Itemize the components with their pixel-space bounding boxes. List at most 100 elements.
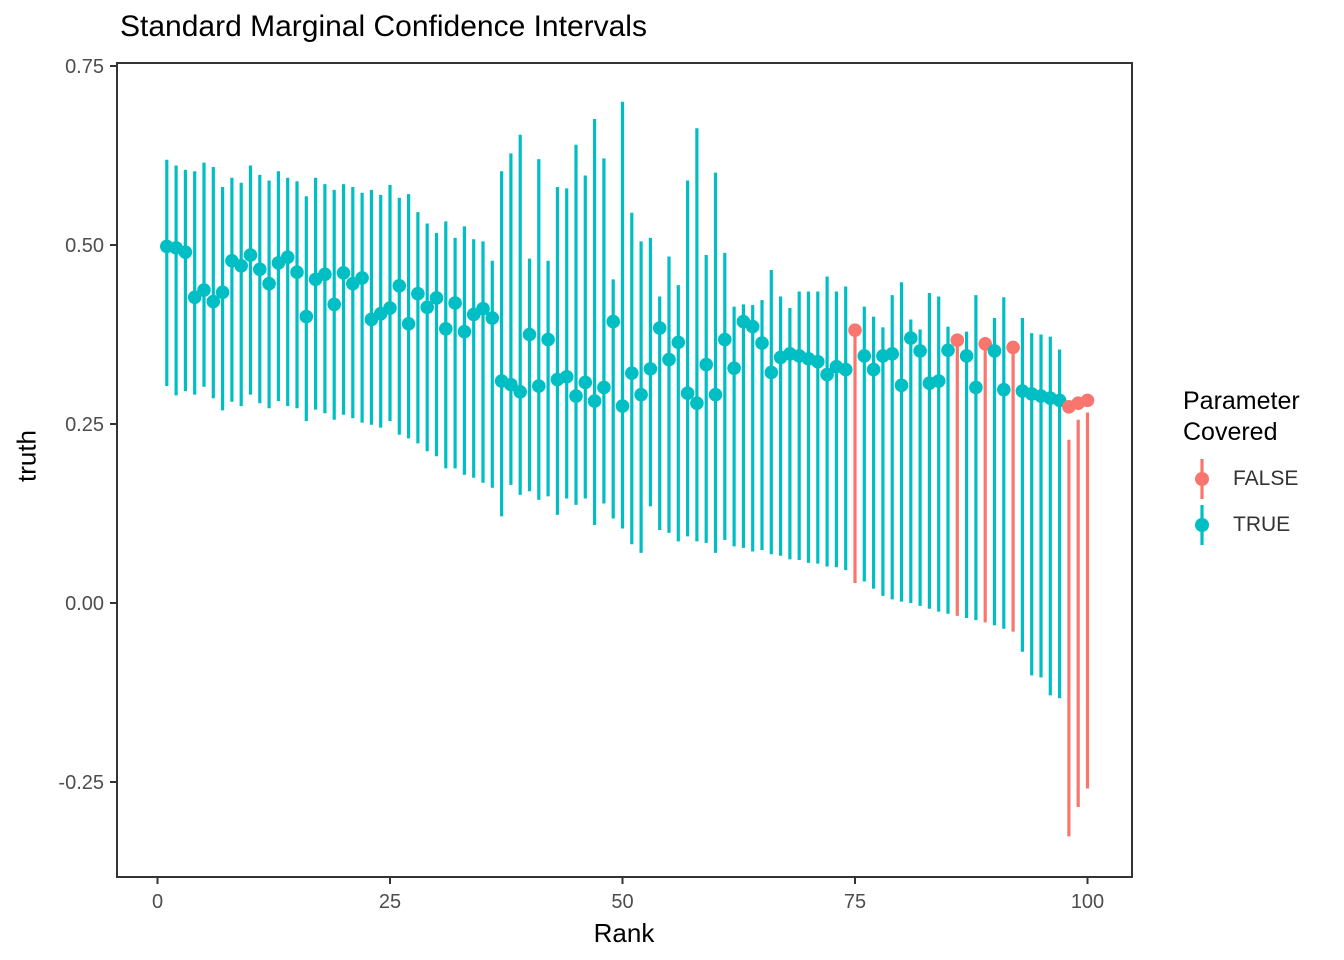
truth-point	[420, 300, 435, 315]
truth-point	[411, 286, 425, 301]
truth-point	[318, 267, 332, 282]
y-tick-label: -0.25	[58, 772, 104, 794]
panel-border	[116, 62, 1133, 878]
truth-point	[522, 327, 537, 342]
truth-point	[439, 321, 453, 336]
truth-point	[615, 399, 630, 413]
truth-point	[355, 271, 369, 285]
truth-point	[941, 343, 955, 358]
y-axis-title: truth	[11, 429, 42, 483]
truth-point	[857, 349, 872, 363]
truth-point	[838, 362, 853, 377]
truth-point	[699, 357, 713, 372]
truth-point	[634, 387, 648, 402]
truth-point	[885, 347, 899, 361]
truth-point	[541, 332, 555, 347]
truth-point	[904, 331, 918, 345]
truth-point	[764, 365, 779, 380]
x-axis-title: Rank	[593, 918, 655, 948]
truth-point	[383, 301, 397, 315]
truth-point	[997, 382, 1011, 397]
truth-point	[187, 290, 202, 305]
truth-point	[559, 369, 574, 384]
y-tick-label: 0.00	[65, 593, 104, 615]
truth-point	[243, 248, 258, 262]
x-tick-label: 50	[611, 891, 633, 913]
truth-point	[327, 297, 342, 312]
truth-point	[215, 285, 230, 300]
legend-item-true: TRUE	[1183, 502, 1300, 548]
truth-point	[913, 344, 927, 358]
legend-key-pointrange-icon	[1195, 459, 1209, 499]
truth-point	[597, 380, 611, 395]
truth-point	[178, 245, 193, 259]
truth-point	[448, 296, 462, 310]
legend-label: TRUE	[1233, 513, 1291, 536]
truth-point	[587, 394, 602, 408]
truth-point	[485, 311, 500, 325]
truth-point	[457, 324, 472, 339]
truth-point	[532, 379, 546, 393]
truth-point	[671, 335, 686, 350]
chart-title: Standard Marginal Confidence Intervals	[120, 10, 647, 43]
truth-point	[745, 319, 760, 334]
truth-point	[569, 389, 583, 403]
truth-point	[401, 316, 416, 331]
legend-key-dot	[1195, 472, 1209, 486]
x-tick-label: 25	[379, 891, 401, 913]
x-tick-label: 75	[844, 891, 866, 913]
truth-point	[1080, 393, 1095, 408]
legend-key-dot	[1195, 518, 1209, 532]
legend-items: FALSE TRUE	[1183, 456, 1300, 548]
truth-point	[662, 352, 676, 367]
y-tick-label: 0.75	[65, 56, 104, 78]
truth-point	[299, 309, 314, 324]
truth-point	[680, 386, 695, 401]
truth-point	[252, 262, 267, 277]
truth-point	[197, 283, 211, 297]
truth-point	[652, 321, 667, 335]
truth-point	[690, 396, 704, 411]
legend-title-line1: Parameter	[1183, 387, 1300, 415]
x-tick-label: 100	[1071, 891, 1104, 913]
truth-point	[392, 279, 407, 293]
truth-point	[811, 354, 825, 369]
truth-point	[931, 374, 946, 388]
truth-point	[280, 250, 295, 264]
truth-point	[476, 301, 490, 316]
truth-point	[708, 387, 723, 402]
truth-point	[959, 349, 974, 363]
x-tick-label: 0	[152, 891, 163, 913]
legend-title: Parameter Covered	[1183, 386, 1300, 448]
truth-point	[820, 367, 834, 382]
truth-point	[727, 361, 741, 375]
truth-point	[234, 258, 248, 273]
truth-point	[755, 336, 769, 350]
legend: Parameter Covered FALSE TRUE	[1183, 386, 1300, 548]
truth-point	[290, 265, 304, 280]
truth-point	[978, 337, 992, 351]
truth-point	[950, 333, 965, 348]
truth-point	[718, 332, 732, 347]
truth-point	[606, 314, 620, 329]
truth-point	[987, 344, 1002, 358]
truth-point	[206, 294, 221, 309]
legend-title-line2: Covered	[1183, 418, 1278, 446]
legend-label: FALSE	[1233, 467, 1299, 490]
legend-key-pointrange-icon	[1195, 505, 1209, 545]
truth-point	[848, 323, 862, 338]
legend-item-false: FALSE	[1183, 456, 1300, 502]
truth-point	[969, 380, 983, 395]
truth-point	[625, 366, 639, 380]
truth-point	[643, 362, 658, 376]
y-tick-label: 0.50	[65, 235, 104, 257]
y-tick-label: 0.25	[65, 414, 104, 436]
truth-point	[262, 276, 276, 291]
truth-point	[336, 266, 351, 280]
truth-point	[504, 377, 518, 392]
truth-point	[513, 384, 527, 399]
truth-point	[894, 378, 909, 393]
truth-point	[429, 291, 444, 305]
truth-point	[1006, 340, 1020, 355]
